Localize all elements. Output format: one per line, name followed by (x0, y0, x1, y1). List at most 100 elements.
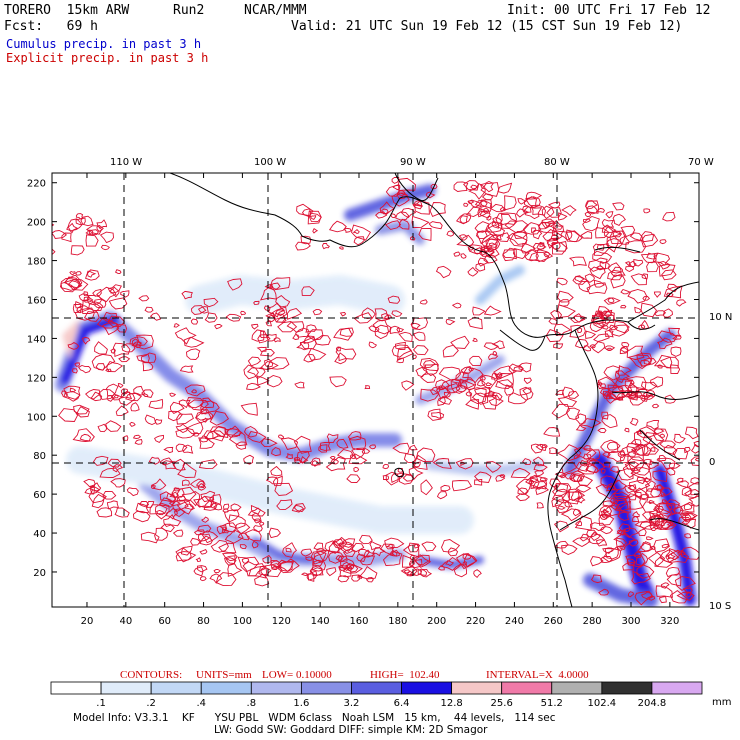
explicit-contour (621, 342, 630, 348)
explicit-contour (319, 442, 331, 451)
explicit-contour (121, 391, 133, 400)
explicit-contour (101, 322, 120, 336)
explicit-contour (657, 261, 671, 270)
explicit-contour (337, 555, 348, 563)
explicit-contour (419, 299, 428, 305)
explicit-contour (398, 331, 413, 343)
explicit-contour (573, 508, 582, 517)
explicit-contour (690, 456, 699, 466)
explicit-contour (677, 477, 684, 483)
explicit-contour (329, 376, 347, 388)
explicit-contour (597, 376, 616, 390)
explicit-contour (381, 208, 389, 215)
explicit-contour (131, 338, 143, 347)
explicit-contour (110, 286, 120, 294)
explicit-contour (460, 365, 473, 375)
explicit-contour (391, 310, 403, 317)
explicit-contour (98, 388, 116, 400)
explicit-contour (643, 357, 657, 365)
explicit-contour (259, 348, 275, 357)
explicit-contour (510, 467, 531, 479)
explicit-contour (481, 193, 494, 201)
coastlines (169, 173, 699, 607)
explicit-contour (582, 453, 592, 460)
explicit-contour (432, 458, 452, 469)
explicit-contour (485, 382, 493, 387)
explicit-contour (622, 561, 636, 571)
axis-ticks (52, 173, 699, 607)
explicit-contour (412, 203, 424, 210)
explicit-contour (66, 222, 79, 234)
explicit-contour (617, 451, 626, 459)
contour-label: CONTOURS: (120, 669, 183, 681)
explicit-contour (557, 212, 568, 221)
explicit-contour (224, 555, 236, 566)
explicit-contour (242, 560, 266, 577)
explicit-contour (262, 554, 272, 564)
explicit-contour (391, 192, 410, 207)
x-tick-label: 320 (660, 616, 679, 627)
explicit-contour (358, 534, 373, 545)
explicit-contour (457, 378, 476, 389)
y-tick-label: 120 (27, 373, 46, 384)
explicit-contour (592, 333, 610, 342)
explicit-contour (541, 443, 548, 449)
explicit-contour (409, 568, 422, 576)
explicit-contour (215, 572, 237, 587)
explicit-contour (562, 386, 575, 398)
explicit-contour (396, 192, 409, 200)
explicit-contour (476, 230, 494, 245)
explicit-contour (96, 219, 108, 229)
explicit-contour (472, 306, 486, 316)
explicit-contour (492, 216, 502, 225)
explicit-contour (648, 500, 655, 505)
explicit-contour (71, 368, 78, 374)
heavy-precip-patch (62, 318, 80, 360)
model-info-line1: Model Info: V3.3.1 KF YSU PBL WDM 6class… (73, 712, 556, 724)
explicit-contour (627, 591, 635, 598)
explicit-contour (591, 314, 611, 329)
explicit-contour (223, 503, 230, 511)
x-tick-label: 40 (119, 616, 132, 627)
explicit-contour (444, 560, 455, 567)
explicit-contour (575, 461, 589, 472)
y-tick-label: 40 (33, 529, 46, 540)
explicit-contour (83, 296, 94, 303)
explicit-contour (266, 476, 279, 485)
explicit-contour (313, 542, 324, 551)
explicit-contour (270, 277, 291, 291)
explicit-contour (134, 438, 143, 445)
explicit-contour (158, 497, 176, 508)
explicit-contour (225, 428, 243, 438)
explicit-contour (92, 455, 109, 466)
explicit-contour (78, 365, 92, 374)
explicit-contour (474, 471, 492, 483)
explicit-contour (266, 357, 290, 370)
explicit-contour (495, 232, 511, 242)
explicit-contour (627, 483, 637, 491)
explicit-contour (52, 230, 68, 239)
explicit-contour (624, 379, 635, 387)
explicit-contour (436, 491, 448, 500)
explicit-contour (395, 211, 410, 221)
explicit-contour (463, 180, 480, 191)
explicit-contour (178, 399, 191, 409)
explicit-contour (619, 545, 626, 551)
explicit-contour (438, 395, 453, 405)
explicit-contour (629, 394, 646, 406)
explicit-contour (144, 414, 157, 425)
explicit-contour (141, 352, 157, 363)
explicit-contour (532, 229, 543, 240)
y-tick-label: 100 (27, 412, 46, 423)
explicit-contour (479, 200, 492, 209)
explicit-contour (627, 392, 639, 401)
explicit-contour (684, 426, 699, 440)
explicit-contour (270, 465, 283, 477)
explicit-contour (515, 208, 530, 218)
explicit-contour (353, 236, 365, 246)
explicit-contour (518, 362, 532, 373)
explicit-contour (351, 574, 361, 582)
explicit-contour (572, 537, 591, 548)
shading-band (60, 315, 120, 385)
explicit-contour (554, 540, 569, 549)
